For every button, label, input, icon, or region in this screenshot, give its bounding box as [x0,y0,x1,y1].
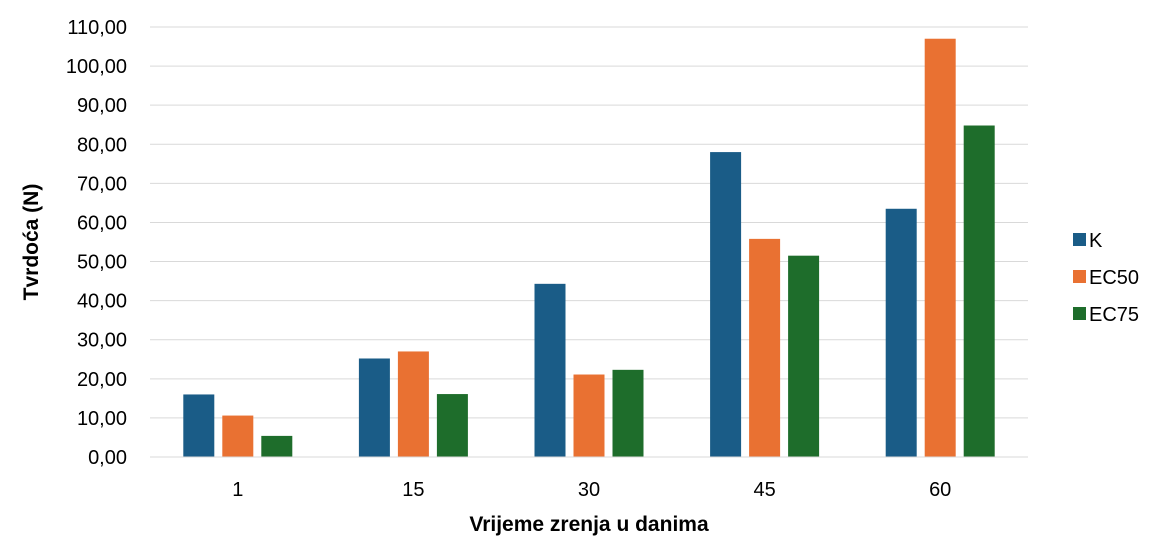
y-tick-label: 30,00 [77,330,127,352]
bar-ec50 [924,38,956,458]
bar-k [534,283,566,457]
y-tick-label: 110,00 [67,17,127,39]
bar-k [885,208,917,457]
bar-ec75 [788,255,820,457]
y-tick-label: 0,00 [88,447,127,469]
bar-ec50 [222,415,254,457]
bar-k [710,152,742,457]
bar-ec75 [436,394,468,457]
x-tick-label: 60 [929,479,951,501]
y-tick-label: 70,00 [77,173,127,195]
x-tick-label: 15 [402,479,424,501]
x-tick-label: 1 [232,479,243,501]
x-tick-label: 45 [753,479,775,501]
bar-k [183,394,215,457]
bar-ec75 [963,125,995,457]
x-tick-label: 30 [578,479,600,501]
x-axis-title: Vrijeme zrenja u danima [469,513,709,536]
bar-ec75 [261,435,293,457]
y-axis-ticks: 0,00 10,00 20,00 30,00 40,00 50,00 60,00 70,00 8… [66,17,127,469]
legend-label-ec50: EC50 [1089,267,1139,289]
y-tick-label: 40,00 [77,291,127,313]
y-tick-label: 20,00 [77,369,127,391]
legend-label-k: K [1089,230,1103,252]
legend-swatch-ec50 [1073,270,1086,283]
y-tick-label: 60,00 [77,212,127,234]
y-tick-label: 80,00 [77,134,127,156]
bar-ec50 [749,238,781,457]
y-tick-label: 50,00 [77,252,127,274]
legend-swatch-ec75 [1073,307,1086,320]
y-tick-label: 100,00 [66,56,127,78]
bar-ec75 [612,369,644,457]
legend-swatch-k [1073,233,1086,246]
bar-k [358,358,390,457]
gridlines [150,26,1028,419]
y-tick-label: 10,00 [77,408,127,430]
bars [183,38,995,458]
x-axis-ticks: 1 15 30 45 60 [232,479,951,501]
bar-ec50 [397,351,429,457]
legend: K EC50 EC75 [1073,230,1139,326]
y-axis-title: Tvrdoća (N) [20,184,43,301]
y-tick-label: 90,00 [77,95,127,117]
bar-ec50 [573,374,605,457]
legend-label-ec75: EC75 [1089,304,1139,326]
